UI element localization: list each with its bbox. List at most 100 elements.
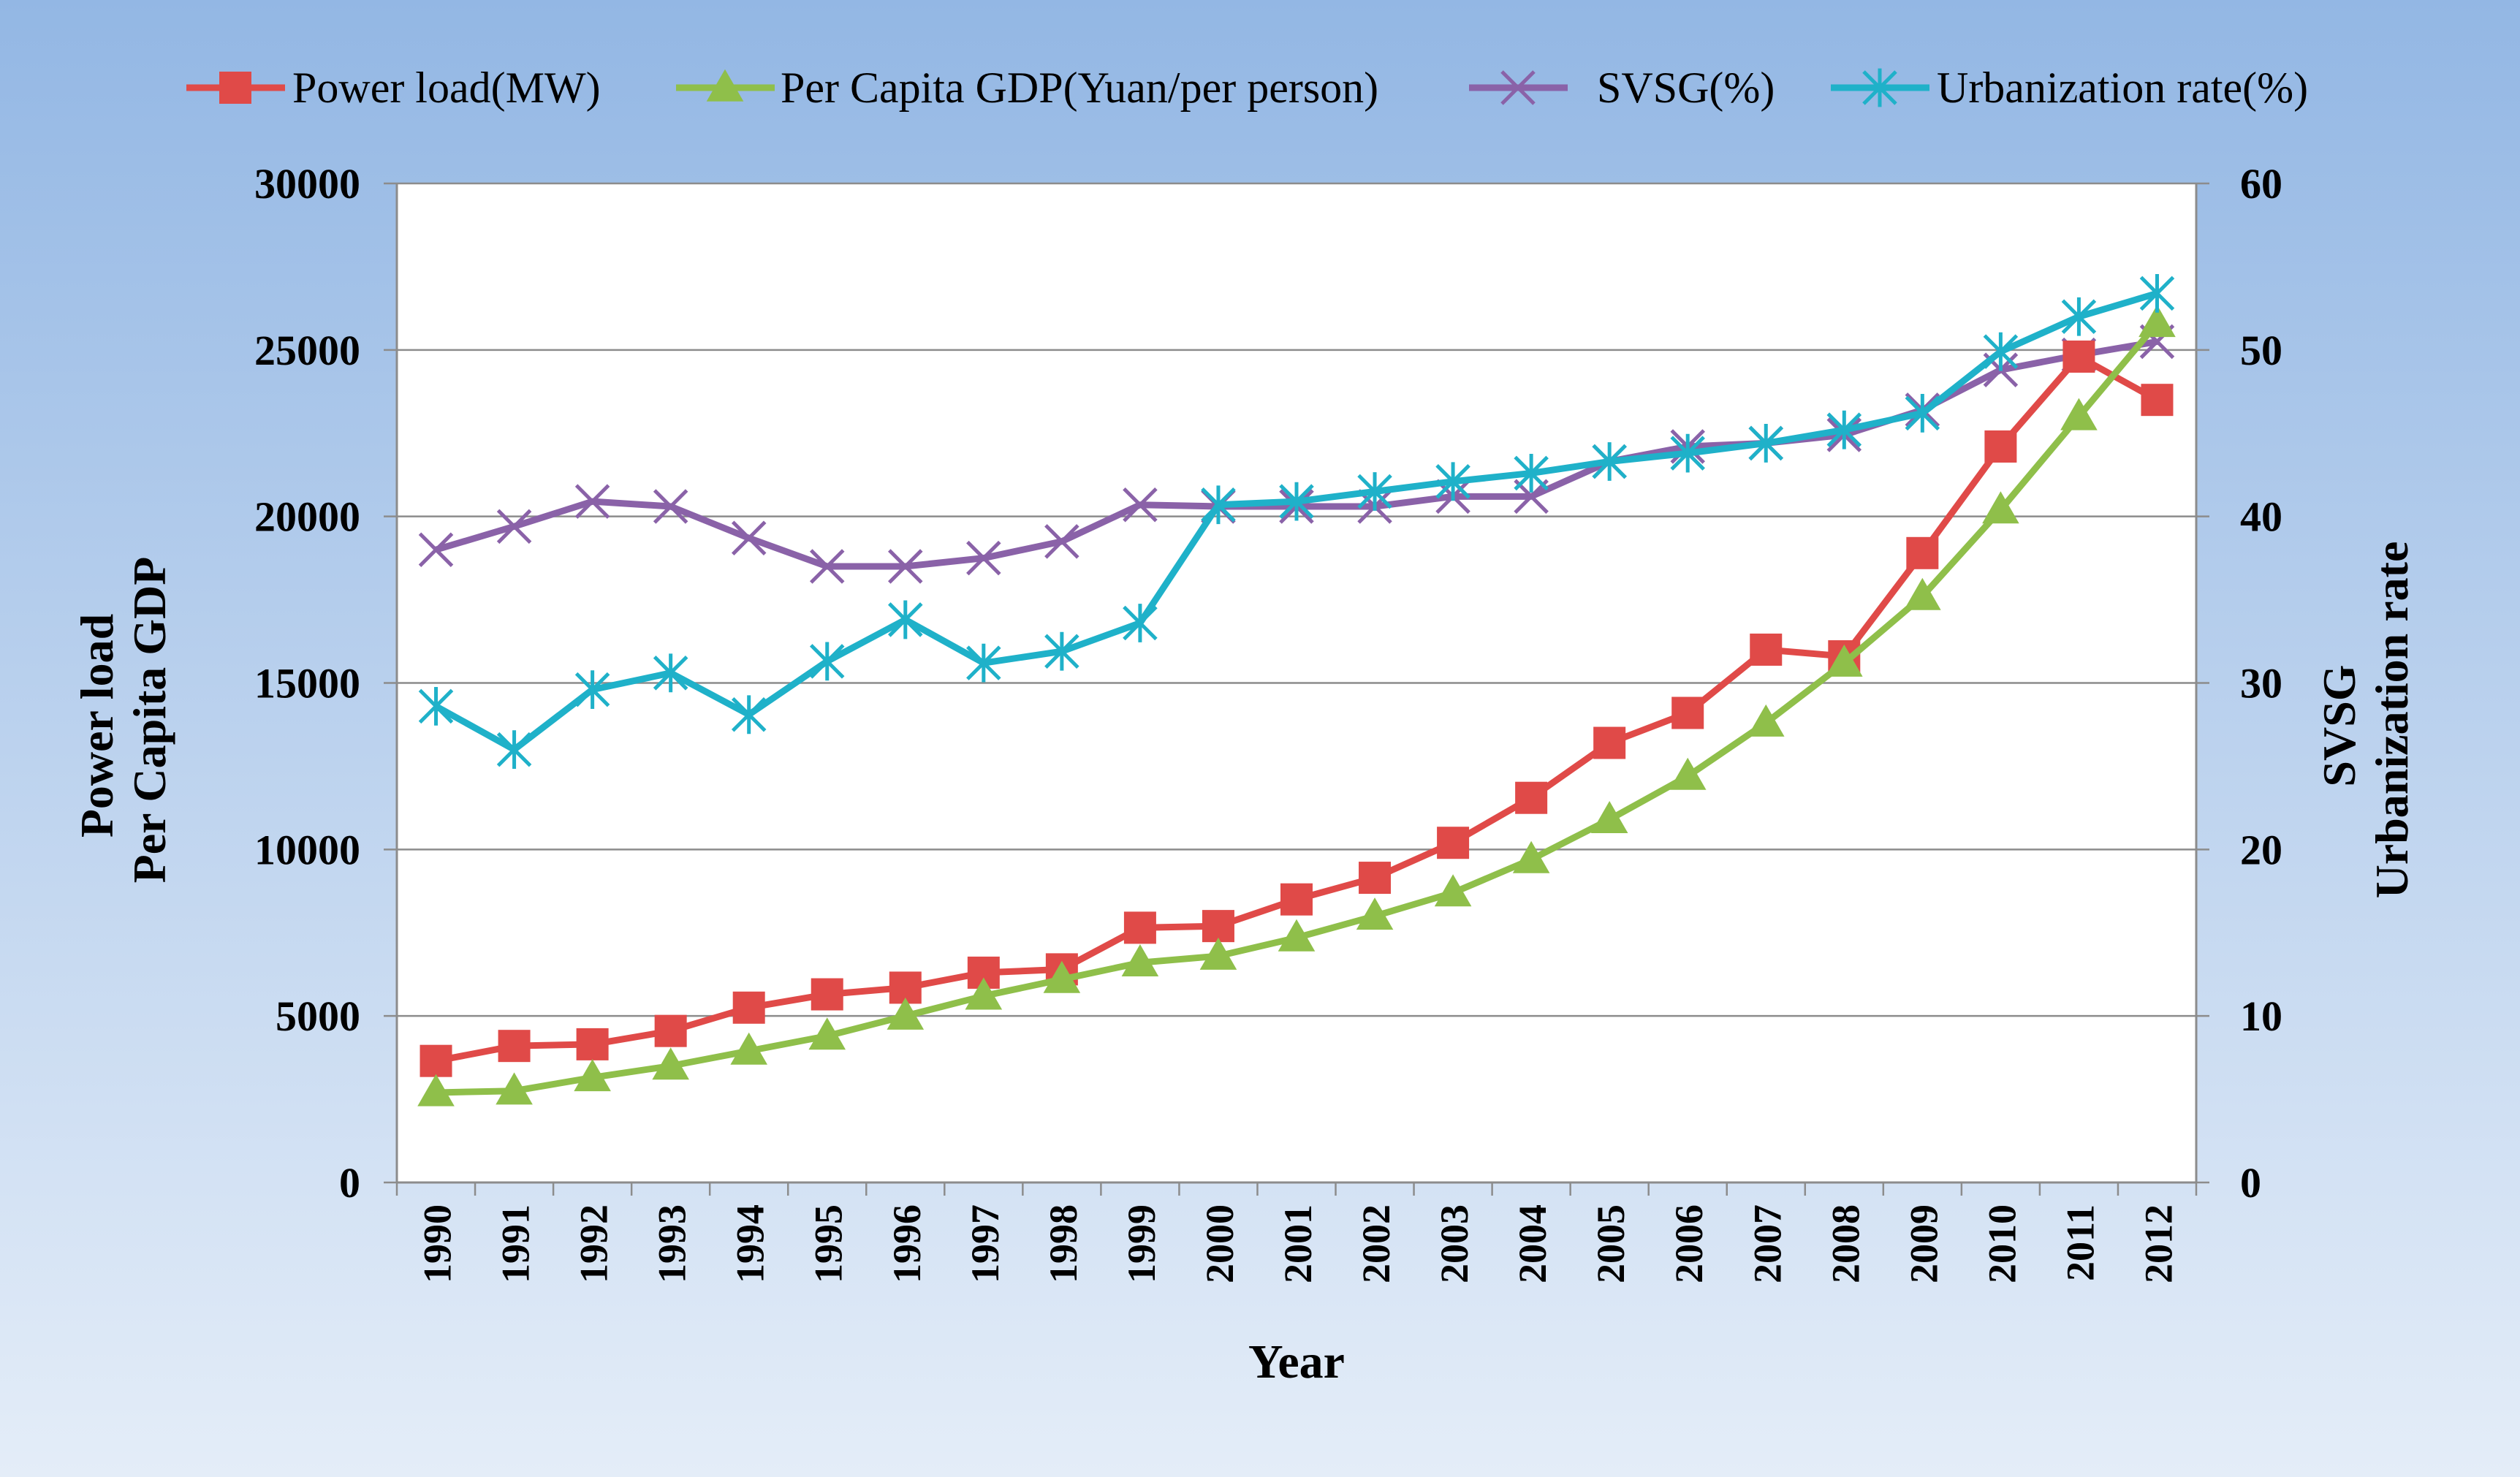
data-point: [417, 1074, 455, 1106]
x-tick-label: 1993: [650, 1204, 694, 1283]
legend-item: SVSG(%): [1469, 64, 1775, 112]
right-y-tick-label: 60: [2240, 160, 2282, 208]
data-point: [966, 643, 1001, 683]
left-axis-title-line-2: Per Capita GDP: [124, 557, 175, 884]
left-y-tick-label: 30000: [254, 160, 360, 208]
data-point: [496, 509, 532, 544]
x-axis-title: Year: [1248, 1335, 1345, 1389]
right-y-tick-label: 20: [2240, 826, 2282, 873]
x-tick-label: 1998: [1041, 1204, 1085, 1283]
data-point: [887, 997, 925, 1030]
data-point: [574, 484, 610, 519]
data-point: [809, 642, 845, 681]
data-point: [1514, 454, 1549, 493]
data-point: [498, 1030, 531, 1063]
data-point: [1437, 827, 1470, 859]
x-marker-stroke: [888, 549, 923, 584]
data-point: [1435, 462, 1470, 501]
data-point: [1593, 726, 1626, 759]
data-point: [574, 1059, 611, 1092]
data-point: [1359, 862, 1392, 895]
right-axis-title-line-1: SVSG: [2313, 664, 2365, 786]
data-point: [1983, 332, 2019, 371]
data-point: [496, 1072, 533, 1105]
right-y-tick-label: 40: [2240, 493, 2282, 541]
left-y-tick-label: 10000: [254, 826, 360, 873]
data-point: [653, 653, 688, 693]
data-point: [1904, 577, 1941, 610]
x-tick-label: 2011: [2058, 1204, 2102, 1281]
data-point: [1123, 487, 1158, 523]
right-y-tick-label: 30: [2240, 660, 2282, 707]
data-point: [808, 1017, 846, 1050]
data-point: [1982, 491, 2019, 524]
series-layer: [417, 273, 2176, 1106]
x-tick-label: 1999: [1120, 1204, 1164, 1283]
left-axis-title: Power load Per Capita GDP: [71, 557, 175, 884]
data-point: [1044, 524, 1079, 559]
data-point: [2061, 297, 2097, 336]
right-y-tick-label: 50: [2240, 327, 2282, 374]
data-point: [1357, 472, 1392, 511]
data-point: [1671, 696, 1704, 729]
right-axis-title-line-2: Urbanization rate: [2366, 542, 2418, 899]
data-point: [1201, 485, 1236, 525]
data-point: [731, 520, 767, 556]
series-power-load-mw: [420, 340, 2174, 1077]
left-y-tick-label: 25000: [254, 327, 360, 374]
data-point: [809, 549, 845, 584]
data-point: [1123, 604, 1158, 642]
x-marker-stroke: [418, 532, 454, 568]
data-point: [1044, 631, 1079, 671]
legend: Power load(MW) Per Capita GDP(Yuan/per pe…: [186, 64, 2308, 112]
data-point: [2060, 398, 2098, 430]
data-point: [654, 1014, 687, 1047]
x-tick-label: 2005: [1589, 1204, 1633, 1283]
x-tick-label: 2004: [1511, 1204, 1555, 1283]
data-point: [1984, 430, 2017, 463]
x-tick-label: 2000: [1198, 1204, 1242, 1283]
legend-swatch-marker: [1500, 70, 1536, 105]
x-tick-label: 2012: [2136, 1204, 2180, 1283]
left-y-tick-label: 20000: [254, 493, 360, 541]
gridlines: [397, 182, 2196, 1017]
x-tick-label: 2006: [1667, 1204, 1711, 1283]
data-point: [1202, 910, 1234, 943]
legend-label: Urbanization rate(%): [1937, 64, 2308, 112]
x-tick-label: 1995: [807, 1204, 851, 1283]
data-point: [731, 695, 767, 734]
data-point: [1826, 410, 1862, 449]
x-tick-label: 1994: [729, 1204, 773, 1283]
x-tick-label: 2007: [1745, 1204, 1789, 1283]
data-point: [1434, 874, 1472, 907]
series-urbanization-rate: [418, 273, 2175, 770]
axes: 0 0 5000 10 10000 20 15000 30 20000 40 25000 50 3000…: [254, 160, 2282, 1283]
data-point: [1906, 536, 1939, 569]
data-point: [574, 670, 610, 710]
data-point: [1199, 937, 1237, 970]
x-tick-label: 1991: [494, 1204, 538, 1283]
legend-label: Per Capita GDP(Yuan/per person): [781, 64, 1378, 112]
data-point: [2062, 340, 2095, 373]
left-axis-title-line-1: Power load: [71, 614, 123, 838]
x-marker-stroke: [1123, 487, 1158, 523]
data-point: [1748, 424, 1784, 463]
x-tick-label: 1996: [885, 1204, 929, 1283]
series-per-capita-gdp-yuan-per-person: [417, 305, 2176, 1106]
data-point: [2138, 305, 2176, 338]
x-marker-stroke: [731, 520, 767, 556]
legend-swatch-marker: [219, 72, 251, 104]
x-marker-stroke: [574, 484, 610, 519]
right-y-tick-label: 0: [2240, 1159, 2261, 1207]
x-tick-label: 2009: [1902, 1204, 1946, 1283]
data-point: [418, 686, 454, 726]
right-y-tick-label: 10: [2240, 992, 2282, 1040]
x-tick-label: 1997: [963, 1204, 1007, 1283]
legend-label: Power load(MW): [292, 64, 601, 112]
x-marker-stroke: [966, 540, 1001, 576]
data-point: [1592, 442, 1627, 481]
legend-swatch-marker: [1862, 68, 1897, 107]
data-point: [653, 489, 688, 524]
data-point: [1905, 394, 1940, 433]
